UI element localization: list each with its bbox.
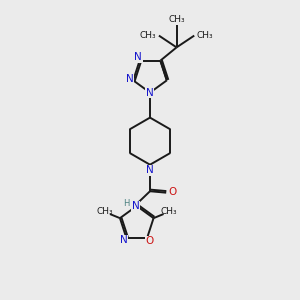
Text: N: N [134, 52, 142, 62]
Text: CH₃: CH₃ [160, 207, 177, 216]
Text: N: N [132, 201, 140, 211]
Text: CH₃: CH₃ [168, 16, 185, 25]
Text: N: N [126, 74, 134, 84]
Text: H: H [123, 200, 129, 208]
Text: CH₃: CH₃ [96, 207, 113, 216]
Text: CH₃: CH₃ [196, 31, 213, 40]
Text: N: N [119, 235, 127, 245]
Text: N: N [146, 165, 154, 175]
Text: O: O [168, 187, 176, 197]
Text: O: O [146, 236, 154, 246]
Text: N: N [146, 88, 153, 98]
Text: CH₃: CH₃ [140, 31, 157, 40]
